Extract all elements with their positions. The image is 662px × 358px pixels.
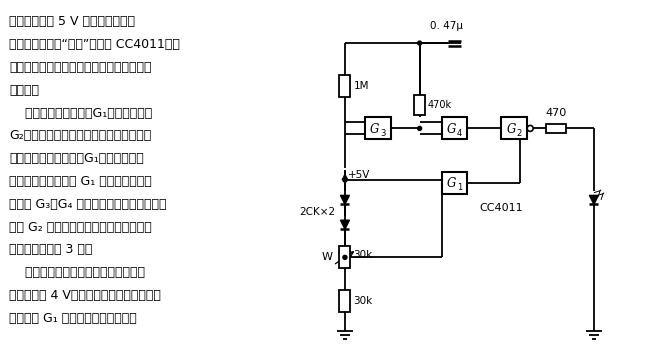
Polygon shape [589,195,598,204]
Text: W: W [322,252,333,262]
Text: 30k: 30k [353,250,372,260]
Text: G₂输出高电平，点亮发光二极管。当电源: G₂输出高电平，点亮发光二极管。当电源 [9,129,152,142]
Text: 变成了低电压，所以 G₁ 输出高电平。于: 变成了低电压，所以 G₁ 输出高电平。于 [9,175,152,188]
Text: 用发光二极管指示。电路简单、工作可靠、: 用发光二极管指示。电路简单、工作可靠、 [9,61,152,74]
Circle shape [418,41,422,45]
Polygon shape [340,195,350,204]
Text: 是，由 G₃，G₄ 组成的振荡器产生的脉冲，: 是，由 G₃，G₄ 组成的振荡器产生的脉冲， [9,198,167,211]
FancyBboxPatch shape [501,117,527,139]
Polygon shape [340,220,350,229]
Text: CC4011: CC4011 [479,203,523,213]
FancyBboxPatch shape [340,290,350,312]
Text: 2: 2 [516,129,522,138]
Text: 调节时，只需要把电源加上允许的最: 调节时，只需要把电源加上允许的最 [9,266,146,279]
Text: 器频率，约每秒 3 次。: 器频率，约每秒 3 次。 [9,243,93,256]
Text: 4: 4 [457,129,462,138]
Text: G: G [447,178,456,190]
Text: +5V: +5V [348,170,370,180]
FancyBboxPatch shape [442,172,467,194]
Text: 30k: 30k [353,296,372,306]
Text: 电源电压足够高时，G₁输出低电平，: 电源电压足够高时，G₁输出低电平， [9,107,153,120]
Circle shape [418,126,422,130]
Text: G: G [506,123,516,136]
Text: G: G [370,123,379,136]
Text: G: G [447,123,456,136]
Text: 2CK×2: 2CK×2 [299,207,335,217]
Text: 功耗低。: 功耗低。 [9,84,39,97]
FancyBboxPatch shape [442,117,467,139]
Text: 0. 47μ: 0. 47μ [430,21,463,31]
FancyBboxPatch shape [414,95,425,115]
Text: 本电路是一个 5 V 电源的低压报警: 本电路是一个 5 V 电源的低压报警 [9,15,135,28]
Text: 1: 1 [457,183,462,193]
Text: 电压下降到设定値时，G₁的一个输入端: 电压下降到设定値时，G₁的一个输入端 [9,152,144,165]
Text: 1M: 1M [354,81,369,91]
Circle shape [343,255,347,260]
Text: 通过 G₂ 使发光二极管闪光，频率为振荡: 通过 G₂ 使发光二极管闪光，频率为振荡 [9,221,152,234]
FancyBboxPatch shape [340,246,350,268]
Text: 低値（例如 4 V），然后改变电位器动臂的: 低値（例如 4 V），然后改变电位器动臂的 [9,289,162,302]
Text: 470: 470 [545,108,567,118]
Text: 3: 3 [380,129,385,138]
FancyBboxPatch shape [546,124,566,133]
Circle shape [527,125,533,131]
Circle shape [343,178,347,182]
Text: 470k: 470k [428,100,451,110]
Text: 位置，使 G₁ 的输出尺好翻转即可。: 位置，使 G₁ 的输出尺好翻转即可。 [9,312,137,325]
Text: 电路，仅用一块“与非”门电路 CC4011，利: 电路，仅用一块“与非”门电路 CC4011，利 [9,38,180,51]
FancyBboxPatch shape [340,75,350,97]
FancyBboxPatch shape [365,117,391,139]
